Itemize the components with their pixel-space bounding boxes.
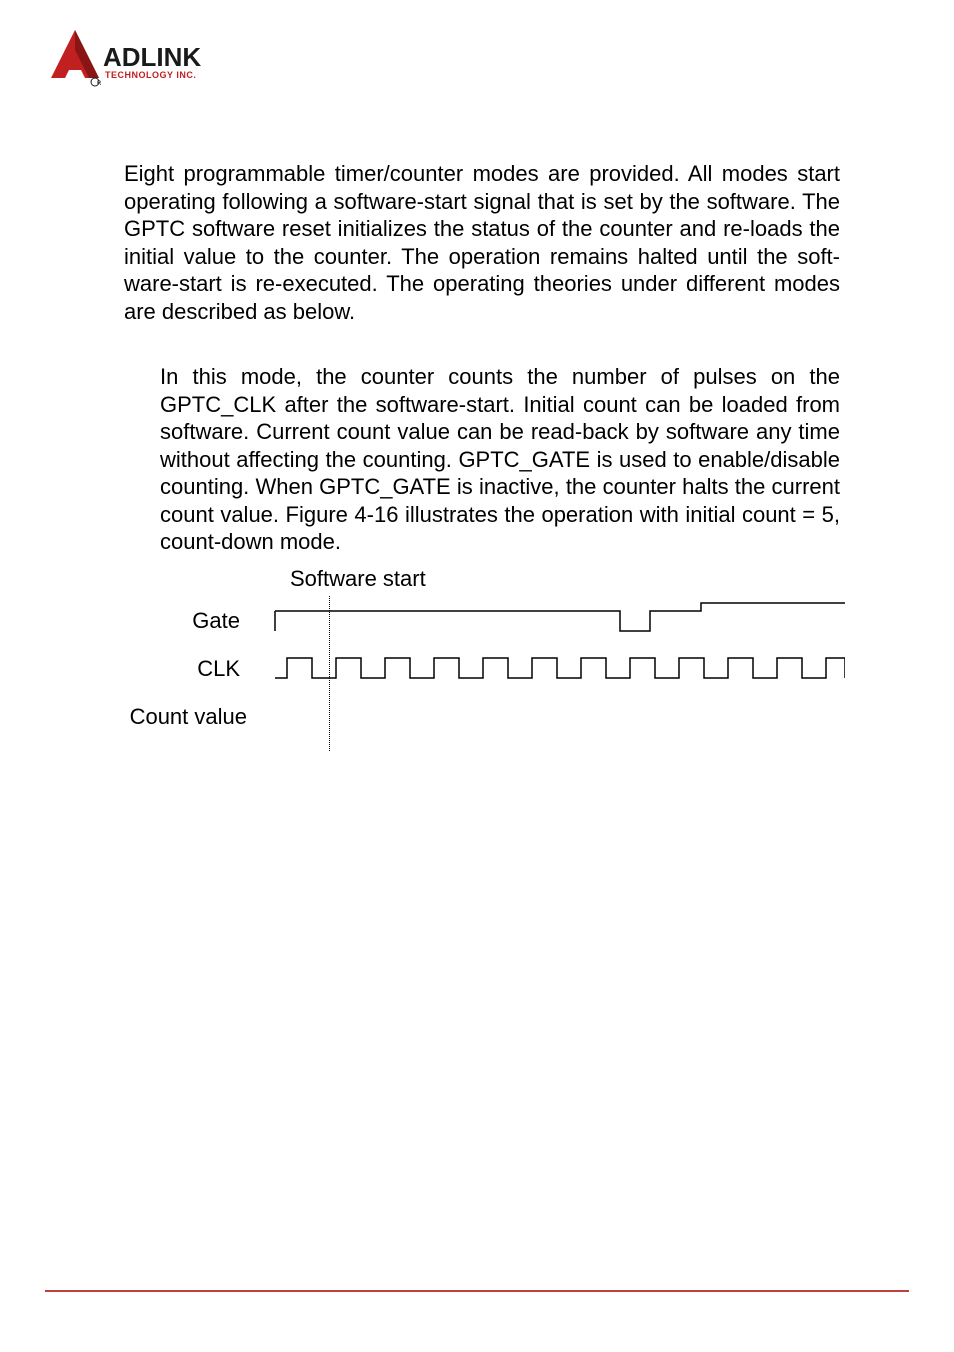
main-content: Eight programmable timer/counter modes a… bbox=[124, 160, 840, 556]
svg-text:R: R bbox=[97, 81, 102, 87]
footer-divider bbox=[45, 1290, 909, 1292]
intro-paragraph: Eight programmable timer/counter modes a… bbox=[124, 160, 840, 325]
logo-tagline-text: TECHNOLOGY INC. bbox=[105, 70, 196, 80]
adlink-logo: R ADLINK TECHNOLOGY INC. bbox=[45, 28, 225, 93]
mode-paragraph: In this mode, the counter counts the num… bbox=[160, 363, 840, 556]
timing-diagram: Software start Gate CLK Count value bbox=[145, 566, 845, 746]
timing-waveforms bbox=[145, 566, 845, 746]
logo-brand-text: ADLINK bbox=[103, 42, 201, 72]
